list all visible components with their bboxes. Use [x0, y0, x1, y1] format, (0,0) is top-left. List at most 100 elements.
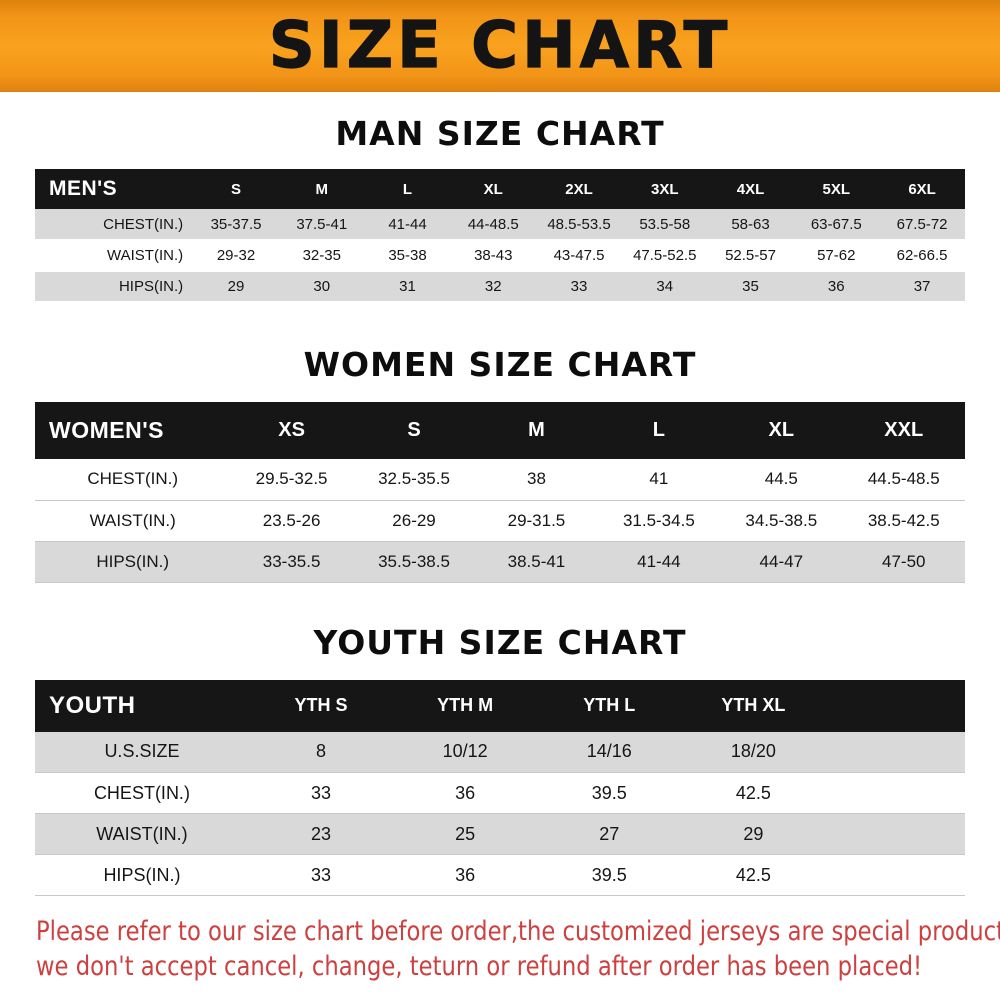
table-cell: 35-37.5 — [210, 215, 262, 233]
table-row-hips: HIPS(IN.) 29 30 31 32 33 34 35 36 37 — [35, 271, 965, 302]
table-cell: 36 — [455, 782, 476, 803]
table-cell: 8 — [315, 741, 326, 762]
table-cell: 35 — [742, 278, 759, 295]
table-cell: 44.5 — [764, 469, 798, 489]
table-cell: 34.5-38.5 — [745, 510, 818, 530]
row-label: CHEST(IN.) — [103, 215, 184, 233]
youth-table-body: U.S.SIZE 8 10/12 14/16 18/20 CHEST(IN.) … — [35, 731, 965, 896]
table-cell: 33-35.5 — [262, 551, 321, 571]
column-header: 4XL — [707, 169, 794, 209]
table-cell: 38-43 — [474, 247, 513, 264]
column-header: XL — [720, 402, 843, 459]
table-cell: 32 — [484, 278, 502, 295]
men-section: MAN SIZE CHART MEN'S S M L XL 2XL 3XL 4X… — [0, 114, 1000, 303]
table-header-row: YOUTH YTH S YTH M YTH L YTH XL — [35, 679, 965, 732]
spacer-cell — [825, 732, 965, 773]
table-cell: 30 — [313, 278, 331, 295]
footer-line-2: we don't accept cancel, change, teturn o… — [36, 951, 923, 982]
table-cell: 25 — [455, 823, 476, 844]
table-cell: 26-29 — [392, 510, 436, 530]
row-label: WAIST(IN.) — [96, 823, 188, 844]
table-cell: 31 — [399, 278, 416, 295]
table-cell: 38 — [526, 469, 546, 489]
row-label: CHEST(IN.) — [87, 469, 179, 489]
table-cell: 62-66.5 — [896, 247, 948, 264]
column-header: 2XL — [536, 169, 622, 209]
column-header: YTH XL — [681, 679, 826, 732]
table-row-chest: CHEST(IN.) 33 36 39.5 42.5 — [35, 773, 965, 814]
table-cell: 42.5 — [735, 782, 771, 803]
table-cell: 23.5-26 — [262, 510, 321, 530]
table-cell: 32.5-35.5 — [378, 469, 450, 489]
column-header: L — [364, 169, 451, 209]
column-header: XXL — [842, 402, 965, 459]
table-cell: 47.5-52.5 — [633, 247, 697, 264]
table-cell: 29-32 — [216, 247, 256, 264]
column-header: 3XL — [621, 169, 708, 209]
table-cell: 36 — [455, 864, 476, 885]
table-cell: 29 — [227, 278, 245, 295]
table-cell: 10/12 — [442, 741, 488, 762]
men-table-body: CHEST(IN.) 35-37.5 37.5-41 41-44 44-48.5… — [35, 209, 965, 302]
column-header: L — [597, 402, 721, 459]
table-cell: 35.5-38.5 — [378, 551, 450, 571]
table-cell: 29.5-32.5 — [255, 469, 328, 489]
column-header: YTH L — [537, 679, 682, 732]
men-table-header: MEN'S S M L XL 2XL 3XL 4XL 5XL 6XL — [35, 169, 965, 209]
table-cell: 44-47 — [759, 551, 804, 571]
table-header-row: WOMEN'S XS S M L XL XXL — [35, 402, 965, 459]
table-row-hips: HIPS(IN.) 33 36 39.5 42.5 — [35, 855, 965, 896]
spacer-cell — [825, 773, 965, 814]
table-cell: 48.5-53.5 — [547, 215, 611, 233]
table-cell: 41 — [649, 469, 669, 489]
row-label: WAIST(IN.) — [89, 510, 176, 530]
column-header: YTH S — [248, 679, 394, 732]
table-cell: 33 — [310, 782, 331, 803]
women-table-body: CHEST(IN.) 29.5-32.5 32.5-35.5 38 41 44.… — [35, 459, 965, 582]
column-header: 5XL — [793, 169, 880, 209]
table-row-ussize: U.S.SIZE 8 10/12 14/16 18/20 — [35, 731, 965, 773]
table-row-waist: WAIST(IN.) 23 25 27 29 — [35, 813, 965, 855]
table-row-waist: WAIST(IN.) 29-32 32-35 35-38 38-43 43-47… — [35, 240, 965, 271]
youth-section-heading: YOUTH SIZE CHART — [313, 622, 687, 662]
youth-size-table: YOUTH YTH S YTH M YTH L YTH XL U.S.SIZE … — [35, 679, 965, 897]
spacer-cell — [825, 814, 965, 855]
table-cell: 37 — [913, 278, 931, 295]
table-cell: 67.5-72 — [896, 215, 948, 233]
table-header-row: MEN'S S M L XL 2XL 3XL 4XL 5XL 6XL — [35, 169, 965, 209]
row-label: U.S.SIZE — [104, 741, 180, 762]
table-title-cell: YOUTH — [35, 679, 249, 732]
table-cell: 57-62 — [817, 247, 856, 264]
women-section-heading: WOMEN SIZE CHART — [303, 345, 697, 384]
spacer-cell — [825, 855, 965, 896]
youth-table-header: YOUTH YTH S YTH M YTH L YTH XL — [35, 679, 965, 732]
table-cell: 63-67.5 — [810, 215, 862, 233]
table-title-cell: WOMEN'S — [35, 402, 231, 459]
table-cell: 39.5 — [591, 864, 627, 885]
row-label: CHEST(IN.) — [93, 782, 190, 803]
row-label: HIPS(IN.) — [96, 551, 170, 571]
column-header: S — [193, 169, 279, 209]
table-cell: 58-63 — [731, 215, 770, 233]
table-cell: 41-44 — [388, 215, 427, 233]
footer-note: Please refer to our size chart before or… — [0, 916, 1000, 982]
table-cell: 38.5-41 — [507, 551, 566, 571]
column-header: S — [352, 402, 476, 459]
column-header: XS — [230, 402, 353, 459]
table-cell: 38.5-42.5 — [867, 510, 940, 530]
table-row-chest: CHEST(IN.) 35-37.5 37.5-41 41-44 44-48.5… — [35, 209, 965, 240]
table-cell: 37.5-41 — [296, 215, 348, 233]
table-cell: 27 — [599, 823, 620, 844]
row-label: HIPS(IN.) — [118, 278, 184, 295]
column-header: M — [475, 402, 598, 459]
table-cell: 14/16 — [586, 741, 632, 762]
table-row-chest: CHEST(IN.) 29.5-32.5 32.5-35.5 38 41 44.… — [35, 459, 965, 500]
table-row-hips: HIPS(IN.) 33-35.5 35.5-38.5 38.5-41 41-4… — [35, 541, 965, 582]
table-cell: 44-48.5 — [467, 215, 519, 233]
women-size-table: WOMEN'S XS S M L XL XXL CHEST(IN.) 29.5-… — [35, 402, 965, 583]
women-table-header: WOMEN'S XS S M L XL XXL — [35, 402, 965, 459]
row-label: WAIST(IN.) — [107, 247, 184, 264]
table-cell: 52.5-57 — [725, 247, 776, 264]
table-cell: 18/20 — [730, 741, 776, 762]
table-cell: 35-38 — [388, 247, 427, 264]
